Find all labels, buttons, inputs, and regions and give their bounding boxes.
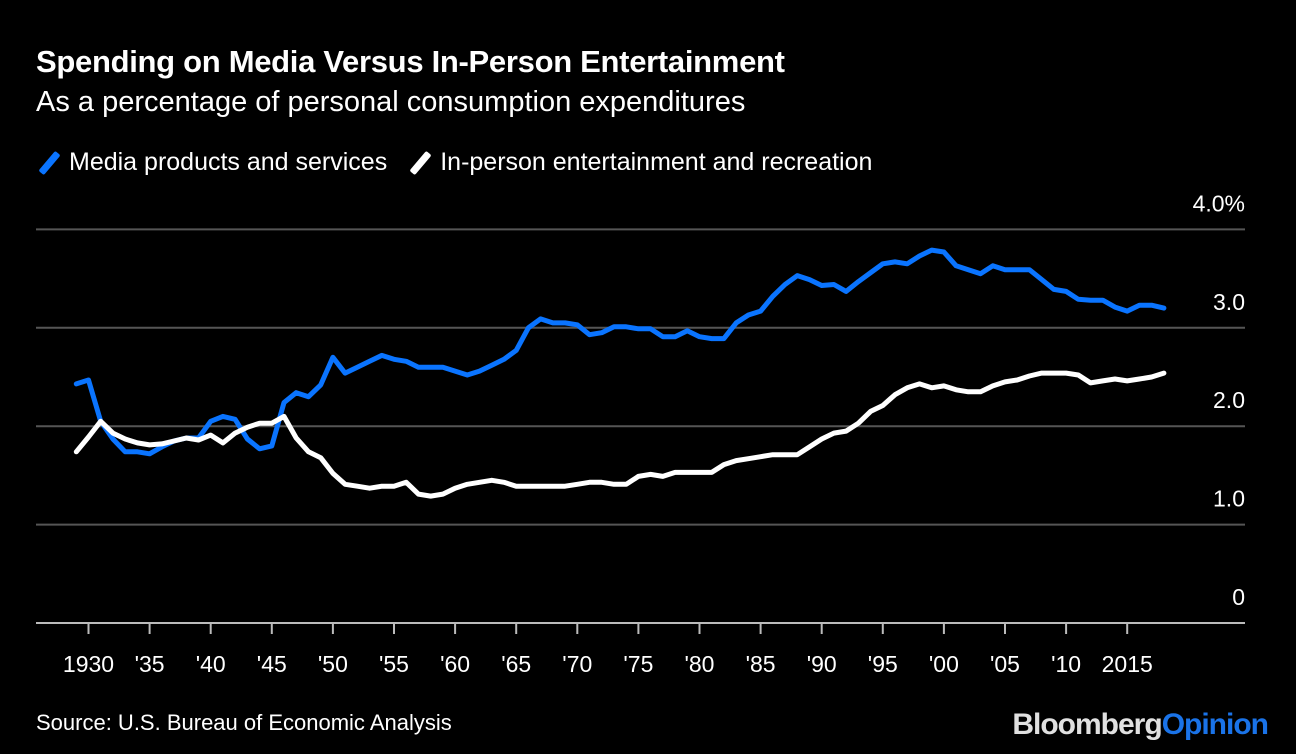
y-tick-label: 1.0 bbox=[1213, 486, 1245, 512]
x-tick-label: '05 bbox=[990, 651, 1020, 677]
x-tick-label: '70 bbox=[562, 651, 592, 677]
y-tick-label: 4.0% bbox=[1193, 190, 1245, 216]
x-tick-label: '90 bbox=[807, 651, 837, 677]
x-tick-label: '40 bbox=[196, 651, 226, 677]
legend-label-media: Media products and services bbox=[69, 148, 388, 176]
x-tick-label: 1930 bbox=[63, 651, 114, 677]
series-line-media bbox=[73, 247, 1167, 457]
legend-item-media: Media products and services bbox=[38, 148, 387, 177]
x-tick-label: '55 bbox=[379, 651, 409, 677]
chart-subtitle: As a percentage of personal consumption … bbox=[36, 86, 746, 118]
y-tick-label: 0 bbox=[1232, 584, 1245, 610]
x-tick-label: '60 bbox=[440, 651, 470, 677]
x-tick-label: '95 bbox=[868, 651, 898, 677]
series-line-inperson bbox=[73, 370, 1167, 499]
y-tick-label: 2.0 bbox=[1213, 387, 1245, 413]
x-tick-label: '45 bbox=[257, 651, 287, 677]
x-tick-label: '75 bbox=[623, 651, 653, 677]
logo-part2: Opinion bbox=[1161, 708, 1269, 741]
chart-title: Spending on Media Versus In-Person Enter… bbox=[36, 44, 785, 79]
legend-item-inperson: In-person entertainment and recreation bbox=[409, 148, 872, 177]
x-tick-label: '10 bbox=[1051, 651, 1081, 677]
legend-label-inperson: In-person entertainment and recreation bbox=[440, 148, 873, 176]
x-tick-label: '65 bbox=[501, 651, 531, 677]
y-tick-label: 3.0 bbox=[1213, 289, 1245, 315]
x-tick-label: '00 bbox=[929, 651, 959, 677]
x-tick-label: '35 bbox=[135, 651, 165, 677]
x-tick-label: '50 bbox=[318, 651, 348, 677]
bloomberg-opinion-logo: BloombergOpinion bbox=[1012, 708, 1269, 742]
source-note: Source: U.S. Bureau of Economic Analysis bbox=[36, 710, 452, 735]
x-tick-label: '85 bbox=[746, 651, 776, 677]
x-tick-label: 2015 bbox=[1102, 651, 1153, 677]
x-tick-label: '80 bbox=[685, 651, 715, 677]
legend: Media products and services In-person en… bbox=[38, 148, 894, 177]
logo-part1: Bloomberg bbox=[1012, 708, 1162, 741]
